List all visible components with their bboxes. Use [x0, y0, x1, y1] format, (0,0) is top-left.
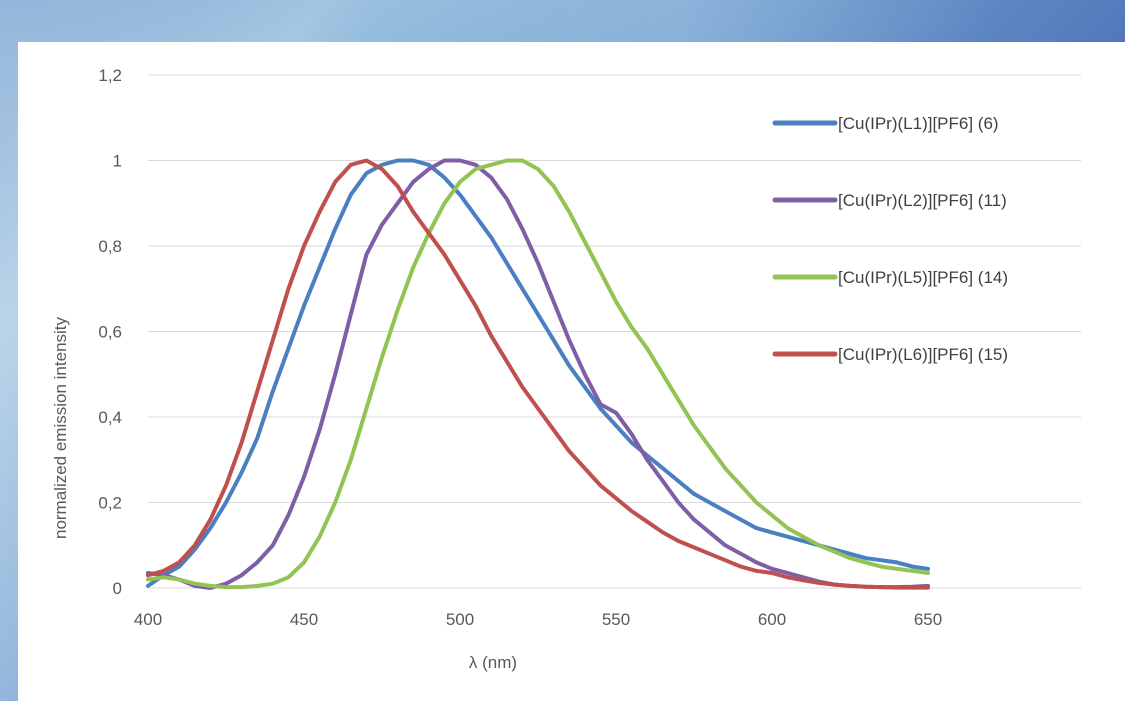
x-tick-label: 500 [446, 610, 474, 629]
y-tick-label: 0 [113, 579, 122, 598]
y-axis-title: normalized emission intensity [51, 316, 70, 539]
x-axis-title: λ (nm) [469, 653, 517, 672]
y-tick-label: 1,2 [98, 66, 122, 85]
y-tick-labels: 0 0,2 0,4 0,6 0,8 1 1,2 [98, 66, 122, 598]
x-tick-label: 450 [290, 610, 318, 629]
series-lines [146, 158, 930, 590]
series-line-1 [146, 158, 930, 588]
legend-label-2: [Cu(IPr)(L2)][PF6] (11) [838, 191, 1007, 210]
series-line-4 [146, 158, 930, 590]
x-tick-label: 400 [134, 610, 162, 629]
x-tick-labels: 400 450 500 550 600 650 [134, 610, 942, 629]
x-tick-label: 550 [602, 610, 630, 629]
y-tick-label: 1 [113, 152, 122, 171]
x-tick-label: 650 [914, 610, 942, 629]
chart-panel: 0 0,2 0,4 0,6 0,8 1 1,2 400 450 500 550 600 650 [Cu… [18, 42, 1125, 701]
y-tick-label: 0,6 [98, 323, 122, 342]
legend-label-1: [Cu(IPr)(L1)][PF6] (6) [838, 114, 999, 133]
emission-chart: 0 0,2 0,4 0,6 0,8 1 1,2 400 450 500 550 600 650 [Cu… [51, 66, 1081, 672]
series-line-3 [146, 158, 930, 590]
series-line-2 [146, 158, 930, 590]
x-tick-label: 600 [758, 610, 786, 629]
legend-label-3: [Cu(IPr)(L5)][PF6] (14) [838, 268, 1008, 287]
y-tick-label: 0,4 [98, 408, 122, 427]
y-tick-label: 0,2 [98, 494, 122, 513]
gridlines [148, 74, 1081, 589]
legend-label-4: [Cu(IPr)(L6)][PF6] (15) [838, 345, 1008, 364]
y-tick-label: 0,8 [98, 237, 122, 256]
legend: [Cu(IPr)(L1)][PF6] (6) [Cu(IPr)(L2)][PF6]… [772, 114, 1008, 364]
